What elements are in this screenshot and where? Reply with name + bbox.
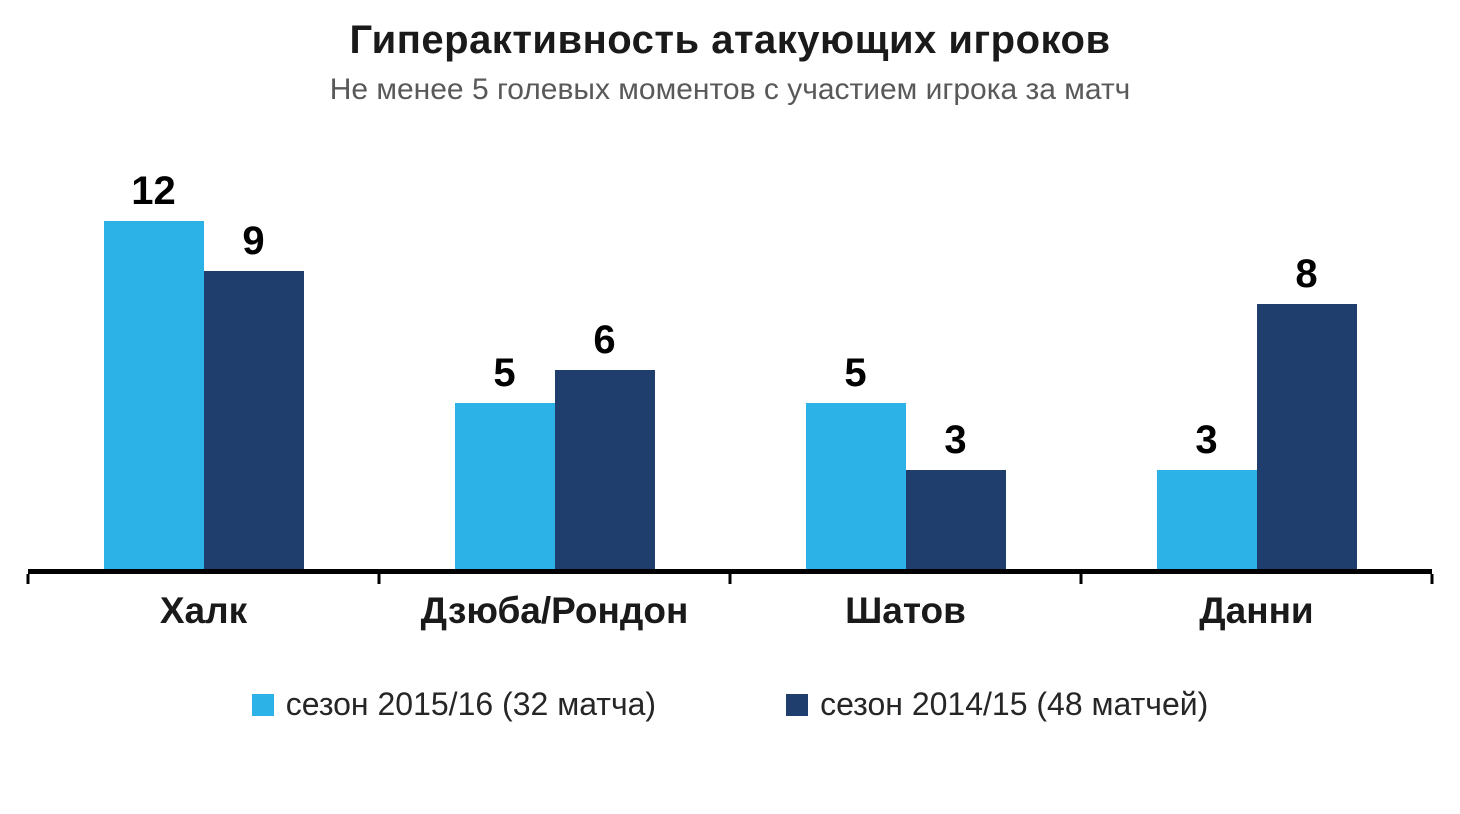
bar-value-label: 6	[593, 318, 616, 362]
axis-tick	[1430, 574, 1434, 584]
category-label: Халк	[159, 590, 248, 631]
axis-tick	[377, 574, 381, 584]
legend-swatch-icon	[786, 693, 809, 716]
bar-column: 12	[103, 169, 204, 569]
bar-column: 3	[905, 171, 1006, 569]
bar	[1156, 469, 1257, 569]
bar-value-label: 5	[493, 351, 516, 396]
bar-group: 12 9	[28, 171, 379, 569]
bar-value-label: 5	[844, 351, 867, 396]
bar	[203, 270, 304, 569]
bar-column: 5	[454, 171, 555, 569]
bar	[103, 221, 204, 569]
bar-column: 9	[203, 171, 304, 569]
category-label: Шатов	[845, 590, 966, 631]
legend-item: сезон 2015/16 (32 матча)	[251, 686, 657, 723]
axis-tick	[1079, 574, 1083, 584]
x-axis-labels: Халк Дзюба/Рондон Шатов Данни	[28, 590, 1432, 632]
axis-tick	[26, 574, 30, 584]
bar-value-label: 3	[944, 417, 967, 462]
bar	[805, 403, 906, 569]
x-axis-line	[26, 569, 1434, 584]
bar-value-label: 3	[1195, 417, 1218, 462]
bar-value-label: 9	[242, 218, 265, 263]
chart-subtitle: Не менее 5 голевых моментов с участием и…	[329, 73, 1131, 106]
plot-area: 12 9 5 6 5 3 3 8	[28, 171, 1432, 569]
legend-swatch-icon	[251, 693, 274, 716]
legend-item: сезон 2014/15 (48 матчей)	[786, 686, 1208, 723]
bar	[554, 370, 655, 569]
bar-column: 3	[1156, 171, 1257, 569]
chart-title: Гиперактивность атакующих игроков	[349, 18, 1111, 62]
legend-label: сезон 2015/16 (32 матча)	[285, 686, 657, 722]
bar-column: 5	[805, 171, 906, 569]
bar-value-label: 8	[1295, 251, 1318, 296]
bar	[1256, 303, 1357, 569]
bar-column: 6	[554, 171, 655, 569]
legend-label: сезон 2014/15 (48 матчей)	[820, 686, 1209, 722]
axis-tick	[728, 574, 732, 584]
bar	[905, 469, 1006, 569]
category-label: Дзюба/Рондон	[420, 590, 689, 631]
bar-value-label: 12	[131, 169, 176, 213]
bar	[454, 403, 555, 569]
bar-column: 8	[1256, 171, 1357, 569]
category-label: Данни	[1199, 590, 1314, 631]
legend: сезон 2015/16 (32 матча) сезон 2014/15 (4…	[0, 686, 1460, 723]
